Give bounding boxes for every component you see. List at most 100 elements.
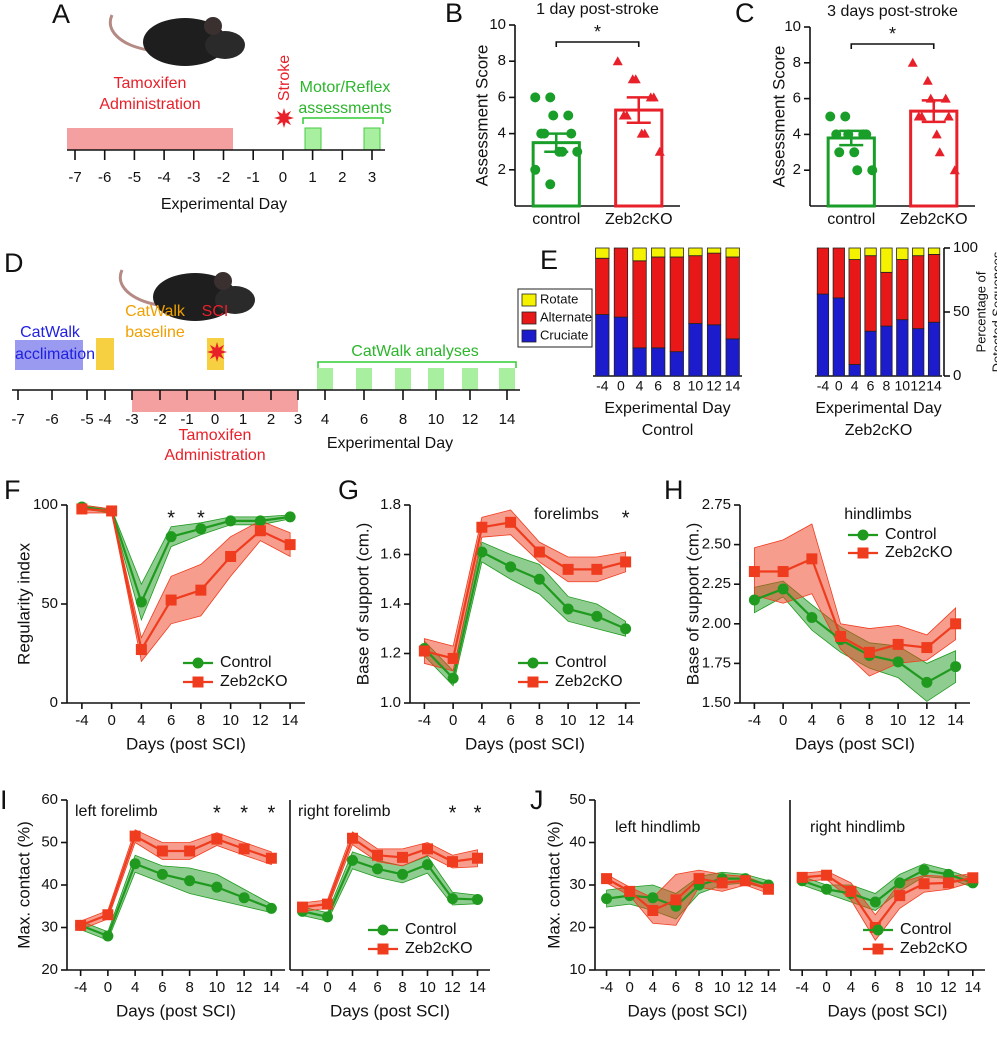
marker: [545, 179, 556, 190]
bar-segment: [912, 255, 925, 330]
bar-segment: [725, 247, 740, 258]
y-tick-label: 1.4: [380, 595, 401, 612]
marker: [647, 905, 659, 916]
timeline-label: 3: [294, 411, 302, 428]
x-tick-label: 10: [222, 712, 239, 729]
marker: [447, 893, 458, 905]
timeline-label: 12: [462, 411, 479, 428]
significance-label: *: [889, 24, 896, 44]
y-tick-label: 8: [793, 54, 801, 71]
x-tick-label: 10: [209, 979, 226, 996]
marker: [821, 883, 833, 895]
bar: [826, 136, 876, 208]
assessment-box: [363, 127, 381, 151]
diagram-label: baseline: [125, 324, 185, 341]
x-tick-label: -4: [817, 378, 830, 394]
tamoxifen-block: [67, 128, 233, 150]
point: [654, 146, 665, 156]
y-axis-title: Base of support (cm.): [683, 523, 702, 686]
timeline-label: 2: [267, 411, 275, 428]
mouse-illustration: [108, 14, 245, 66]
point: [916, 111, 927, 121]
marker: [476, 521, 488, 533]
panel-subtitle: left forelimb: [75, 803, 158, 820]
significance-label: *: [267, 802, 275, 824]
y-tick-label: 50: [41, 595, 58, 612]
marker: [942, 877, 954, 889]
marker: [322, 898, 333, 910]
x-tick-label: 14: [282, 712, 299, 729]
x-tick-label: -4: [296, 979, 309, 996]
marker: [834, 147, 845, 158]
diagram-label: CatWalk: [125, 303, 186, 320]
panel-subtitle: hindlimbs: [844, 506, 912, 523]
legend-label: Control: [405, 921, 457, 938]
diagram-label: acclimation: [15, 346, 95, 363]
marker: [867, 165, 878, 176]
significance-label: *: [213, 802, 221, 824]
x-tick-label: -4: [75, 712, 88, 729]
x-tick-label: 6: [672, 979, 680, 996]
x-tick-label: 8: [865, 712, 873, 729]
marker: [238, 892, 250, 904]
legend-swatch: [521, 311, 537, 325]
timeline-label: 0: [279, 169, 287, 186]
marker: [505, 561, 517, 573]
marker: [418, 645, 430, 657]
mouse-ear: [204, 17, 222, 35]
legend-label: Cruciate: [540, 327, 588, 342]
bar-segment: [595, 247, 610, 259]
marker: [297, 901, 308, 913]
panel-letter: I: [0, 785, 8, 815]
marker: [265, 852, 277, 864]
axis-title: Experimental Day: [161, 196, 287, 213]
x-tick-label: Zeb2cKO: [605, 211, 673, 228]
bar-segment: [613, 316, 629, 377]
marker: [165, 531, 177, 543]
mouse-illustration: [118, 269, 255, 321]
diagram-label: Tamoxifen: [114, 75, 187, 92]
x-tick-label: 0: [779, 712, 787, 729]
bar-segment: [651, 256, 666, 349]
timeline-label: 3: [368, 169, 376, 186]
marker: [447, 652, 459, 664]
marker: [806, 611, 818, 623]
y-tick-label: 30: [41, 918, 58, 935]
y-tick-label: 20: [41, 961, 58, 978]
mouse-ear: [214, 272, 232, 290]
x-tick-label: 12: [706, 378, 722, 394]
legend-label: Zeb2cKO: [405, 940, 473, 957]
y-axis-title: Max. contact (%): [14, 821, 33, 949]
timeline-label: -3: [125, 411, 138, 428]
legend-marker: [857, 529, 869, 541]
x-tick-label: 4: [851, 378, 859, 394]
x-tick-label: 6: [506, 712, 514, 729]
x-tick-label: 14: [469, 979, 486, 996]
y-tick-label: 10: [489, 16, 506, 33]
y-tick-label: 0: [50, 694, 58, 711]
bar-segment: [613, 247, 629, 318]
x-tick-label: 0: [617, 378, 625, 394]
legend-label: Alternate: [540, 309, 592, 324]
y-tick-label: 4: [793, 125, 801, 142]
panel-subtitle: right forelimb: [298, 803, 391, 820]
timeline-label: 2: [338, 169, 346, 186]
bar-segment: [848, 259, 861, 365]
marker: [347, 854, 358, 866]
point: [943, 111, 954, 121]
mouse-tail: [108, 14, 149, 52]
panel-subtitle: forelimbs: [534, 506, 599, 523]
bar-segment: [896, 259, 909, 321]
bar-segment: [688, 247, 703, 257]
x-tick-label: 4: [478, 712, 486, 729]
marker: [195, 584, 207, 596]
x-tick-label: -4: [418, 712, 431, 729]
marker: [545, 92, 556, 103]
analysis-box: [395, 368, 411, 390]
marker: [942, 868, 954, 880]
marker: [748, 566, 760, 578]
x-tick-label: 8: [398, 979, 406, 996]
x-tick-label: 14: [760, 979, 777, 996]
bar-segment: [912, 247, 925, 257]
